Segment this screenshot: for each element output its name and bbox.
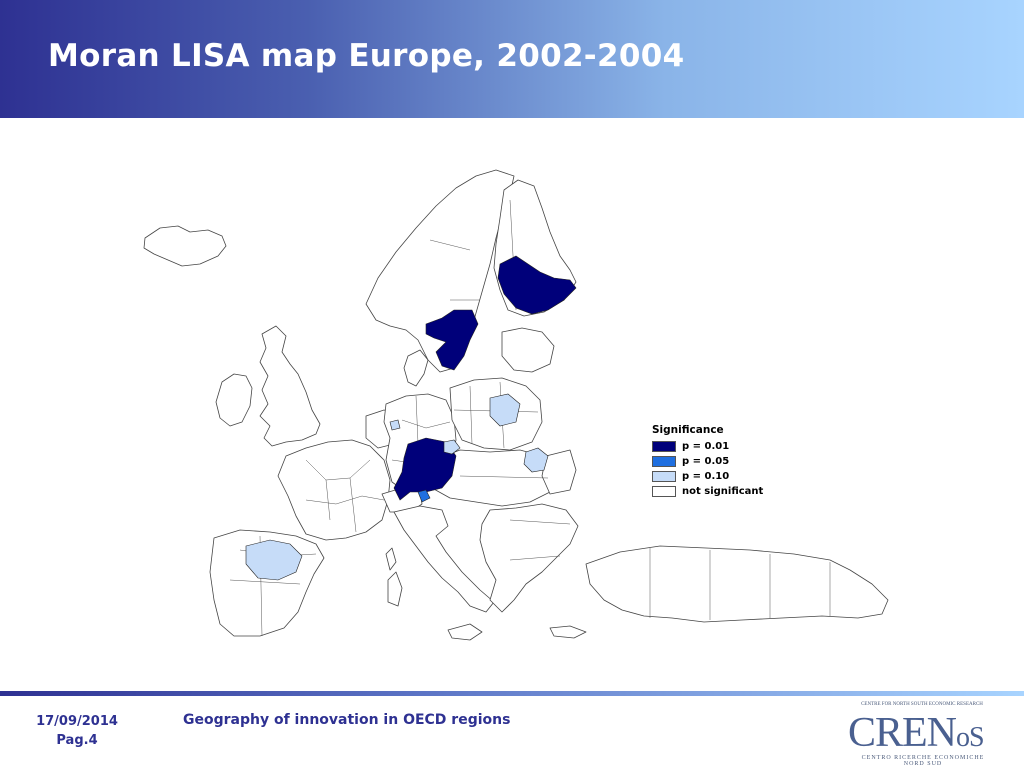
region-switzerland-cluster <box>417 489 431 503</box>
iceland <box>143 225 227 267</box>
region-hungary-budapest <box>523 447 549 473</box>
legend-swatch-not-significant <box>652 486 676 497</box>
region-czech-prague <box>443 439 461 455</box>
europe-map <box>130 160 910 660</box>
legend-item: p = 0.05 <box>652 454 763 469</box>
ireland <box>215 373 253 427</box>
legend-title: Significance <box>652 424 724 436</box>
legend-item: not significant <box>652 484 763 499</box>
legend-item: p = 0.10 <box>652 469 763 484</box>
sicily <box>447 623 483 641</box>
denmark <box>403 349 429 387</box>
legend-label: p = 0.01 <box>682 441 730 452</box>
region-sweden-south <box>425 309 479 371</box>
region-finland-east <box>497 255 577 315</box>
region-spain-castilla-leon <box>245 539 303 581</box>
legend-label: not significant <box>682 486 764 497</box>
europe-map-svg <box>143 169 889 641</box>
crenos-logo: CENTRE FOR NORTH SOUTH ECONOMIC RESEARCH… <box>846 702 998 767</box>
legend-swatch-p001 <box>652 441 676 452</box>
corsica <box>385 547 397 571</box>
logo-bottom-text: CENTRO RICERCHE ECONOMICHE NORD SUD <box>861 755 985 767</box>
scandinavia <box>365 169 515 373</box>
footer-page-number: Pag.4 <box>56 733 98 748</box>
title-banner: Moran LISA map Europe, 2002-2004 <box>0 0 1024 118</box>
slide-title: Moran LISA map Europe, 2002-2004 <box>48 38 685 74</box>
logo-top-text: CENTRE FOR NORTH SOUTH ECONOMIC RESEARCH <box>861 702 983 707</box>
logo-name-big: CREN <box>848 710 957 756</box>
italy <box>393 505 495 613</box>
turkey <box>585 545 889 623</box>
baltics <box>501 327 555 373</box>
footer-date: 17/09/2014 <box>36 714 118 729</box>
highlighted-regions <box>245 255 577 581</box>
great-britain <box>259 325 321 447</box>
region-netherlands-south <box>389 419 401 431</box>
map-legend: Significance p = 0.01 p = 0.05 p = 0.10 … <box>652 424 763 499</box>
logo-wordmark: CRENoS <box>848 710 985 759</box>
legend-item: p = 0.01 <box>652 439 763 454</box>
logo-name-small: oS <box>956 722 985 753</box>
footer-divider <box>0 691 1024 696</box>
legend-swatch-p010 <box>652 471 676 482</box>
france <box>277 439 391 541</box>
legend-label: p = 0.05 <box>682 456 730 467</box>
legend-swatch-p005 <box>652 456 676 467</box>
legend-label: p = 0.10 <box>682 471 730 482</box>
footer-subtitle: Geography of innovation in OECD regions <box>183 712 511 728</box>
romania <box>541 449 577 495</box>
greece-islands <box>549 625 587 639</box>
region-poland-central <box>489 393 521 427</box>
balkans <box>479 503 579 613</box>
sardinia <box>387 571 403 607</box>
